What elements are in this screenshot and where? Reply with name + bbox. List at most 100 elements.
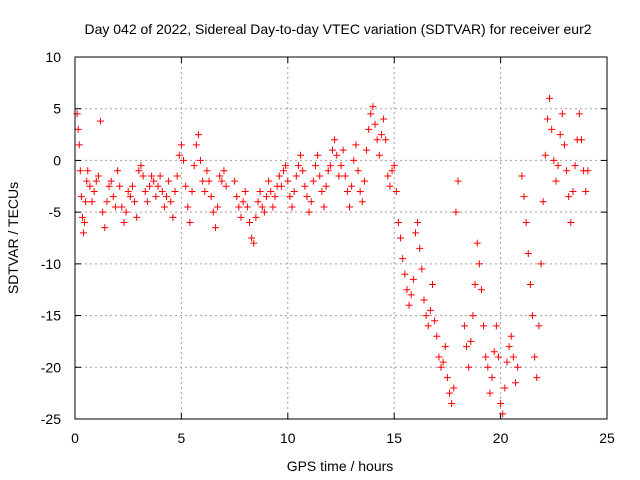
- data-point: [354, 167, 362, 175]
- y-tick-label: -5: [49, 204, 62, 220]
- data-point: [371, 120, 379, 128]
- data-point: [422, 312, 430, 320]
- data-point: [243, 203, 251, 211]
- data-point: [443, 374, 451, 382]
- data-point: [211, 224, 219, 232]
- data-point: [314, 151, 322, 159]
- data-point: [446, 389, 454, 397]
- data-point: [290, 187, 298, 195]
- data-point: [167, 198, 175, 206]
- x-axis-label: GPS time / hours: [287, 458, 394, 474]
- data-point: [158, 187, 166, 195]
- data-point: [360, 177, 368, 185]
- data-point: [277, 182, 285, 190]
- data-point: [171, 187, 179, 195]
- data-points: [73, 94, 592, 418]
- x-tick-label: 10: [280, 430, 296, 446]
- data-point: [488, 374, 496, 382]
- data-point: [429, 281, 437, 289]
- data-point: [99, 208, 107, 216]
- data-point: [143, 198, 151, 206]
- data-point: [341, 172, 349, 180]
- data-point: [152, 193, 160, 201]
- data-point: [184, 203, 192, 211]
- data-point: [105, 182, 113, 190]
- data-point: [420, 296, 428, 304]
- data-point: [111, 203, 119, 211]
- data-point: [137, 162, 145, 170]
- data-point: [288, 203, 296, 211]
- data-point: [426, 306, 434, 314]
- data-point: [275, 172, 283, 180]
- data-point: [139, 172, 147, 180]
- data-point: [533, 374, 541, 382]
- data-point: [567, 218, 575, 226]
- data-point: [514, 363, 522, 371]
- data-point: [294, 162, 302, 170]
- data-point: [103, 198, 111, 206]
- x-tick-labels: 0 5 10 15 20 25: [71, 430, 615, 446]
- data-point: [76, 167, 84, 175]
- data-point: [135, 167, 143, 175]
- data-point: [218, 177, 226, 185]
- data-point: [245, 218, 253, 226]
- data-point: [86, 182, 94, 190]
- data-point: [431, 317, 439, 325]
- data-point: [180, 156, 188, 164]
- data-point: [248, 234, 256, 242]
- data-point: [490, 348, 498, 356]
- y-tick-label: 0: [53, 152, 61, 168]
- data-point: [494, 353, 502, 361]
- data-point: [358, 198, 366, 206]
- data-point: [569, 187, 577, 195]
- data-point: [471, 281, 479, 289]
- data-point: [433, 332, 441, 340]
- data-point: [286, 193, 294, 201]
- data-point: [558, 110, 566, 118]
- data-point: [173, 172, 181, 180]
- data-point: [382, 136, 390, 144]
- data-point: [292, 172, 300, 180]
- data-point: [271, 193, 279, 201]
- data-point: [435, 353, 443, 361]
- y-tick-label: -15: [41, 308, 61, 324]
- data-point: [169, 213, 177, 221]
- data-point: [575, 110, 583, 118]
- data-point: [343, 187, 351, 195]
- data-point: [524, 250, 532, 258]
- data-point: [207, 193, 215, 201]
- grid-lines: [75, 57, 607, 419]
- data-point: [81, 218, 89, 226]
- data-point: [529, 312, 537, 320]
- y-tick-label: 5: [53, 101, 61, 117]
- data-point: [365, 125, 373, 133]
- data-point: [448, 399, 456, 407]
- data-point: [424, 322, 432, 330]
- data-point: [124, 187, 132, 195]
- data-point: [239, 198, 247, 206]
- data-point: [231, 177, 239, 185]
- data-point: [501, 384, 509, 392]
- data-point: [303, 193, 311, 201]
- data-point: [77, 193, 85, 201]
- data-point: [301, 182, 309, 190]
- data-point: [363, 146, 371, 154]
- data-point: [520, 193, 528, 201]
- data-point: [509, 353, 517, 361]
- data-point: [322, 182, 330, 190]
- data-point: [546, 94, 554, 102]
- data-point: [316, 172, 324, 180]
- data-point: [507, 332, 515, 340]
- data-point: [116, 182, 124, 190]
- data-point: [388, 167, 396, 175]
- data-point: [175, 151, 183, 159]
- data-point: [263, 193, 271, 201]
- data-point: [237, 213, 245, 221]
- plot-frame: [74, 56, 608, 420]
- data-point: [392, 187, 400, 195]
- data-point: [450, 384, 458, 392]
- data-point: [390, 162, 398, 170]
- data-point: [531, 353, 539, 361]
- data-point: [154, 182, 162, 190]
